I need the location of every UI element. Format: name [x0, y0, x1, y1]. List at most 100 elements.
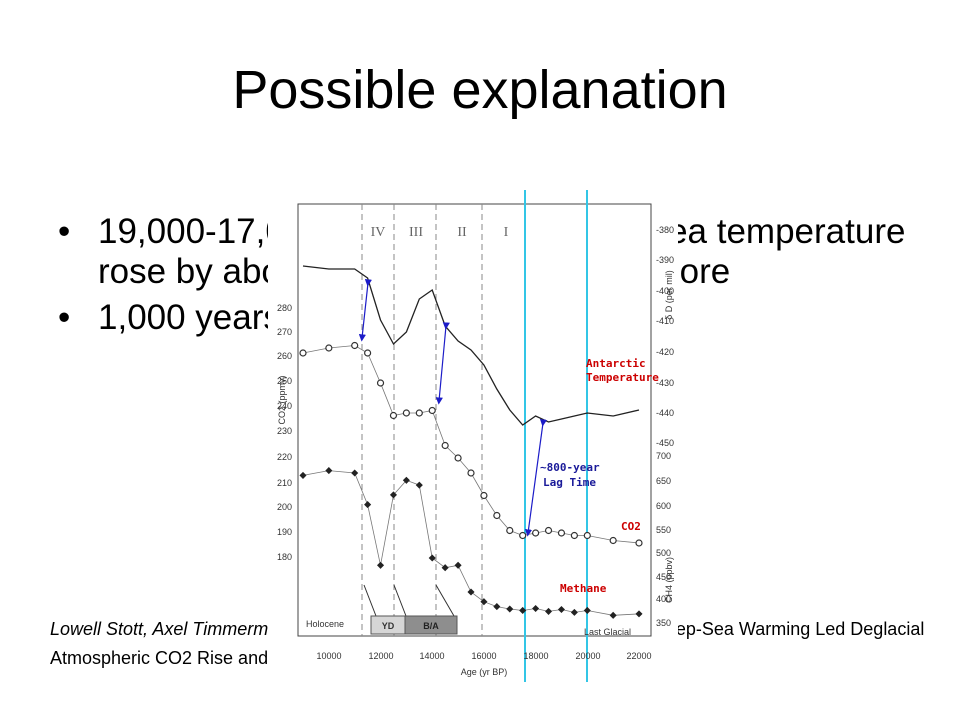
methane-point: [364, 501, 372, 509]
x-tick: 20000: [575, 651, 600, 661]
right-tick: -420: [656, 347, 674, 357]
right-axis-label-bottom: CH4 (ppbv): [664, 557, 674, 603]
period-label-iii: III: [409, 225, 423, 240]
label-last-glacial: Last Glacial: [584, 627, 631, 637]
label-temperature: Temperature: [586, 371, 659, 384]
left-tick: 190: [277, 527, 292, 537]
left-tick: 260: [277, 351, 292, 361]
methane-point: [299, 471, 307, 479]
period-label-ii: II: [457, 225, 467, 240]
slide-title: Possible explanation: [232, 60, 728, 120]
methane-point: [545, 607, 553, 615]
right-tick: -440: [656, 408, 674, 418]
label-yd: YD: [382, 621, 395, 631]
right-tick: -430: [656, 378, 674, 388]
co2-point: [480, 491, 488, 500]
right-tick: -400: [656, 286, 674, 296]
series-line-temperature: [302, 265, 640, 426]
left-tick: 270: [277, 327, 292, 337]
co2-point: [583, 531, 591, 540]
lag-arrow: [524, 418, 548, 537]
methane-point: [454, 561, 462, 569]
co2-point: [389, 411, 398, 420]
methane-point: [635, 610, 643, 618]
right-tick: 550: [656, 525, 671, 535]
period-label-i: I: [504, 225, 509, 240]
left-tick: 280: [277, 303, 292, 313]
right-tick: 500: [656, 548, 671, 558]
methane-point: [557, 605, 565, 614]
left-tick: 220: [277, 452, 292, 462]
co2-point: [441, 441, 449, 450]
ice-core-figure: IV III II I 280 270 260 250 240 230 220 …: [268, 190, 678, 682]
methane-point: [532, 604, 540, 613]
label-lag-1: ~800-year: [540, 461, 600, 474]
left-tick: 180: [277, 552, 292, 562]
co2-point: [493, 511, 501, 520]
label-methane: Methane: [560, 582, 607, 595]
methane-point: [506, 605, 514, 613]
co2-point: [415, 409, 423, 417]
period-label-iv: IV: [371, 225, 386, 240]
co2-point: [519, 531, 527, 540]
lag-arrow: [358, 279, 372, 342]
label-holocene: Holocene: [306, 619, 344, 629]
co2-point: [609, 536, 617, 545]
left-tick: 210: [277, 478, 292, 488]
methane-point: [441, 564, 449, 572]
left-tick: 230: [277, 426, 292, 436]
right-tick: -380: [656, 225, 674, 235]
methane-point: [480, 598, 488, 606]
co2-point: [454, 454, 462, 462]
right-axis-label-top: δ D (per mil): [664, 270, 674, 320]
x-axis: 10000 12000 14000 16000 18000 20000 2200…: [316, 651, 651, 661]
right-axis-top: -380 -390 -400 -410 -420 -430 -440 -450: [656, 225, 674, 448]
co2-point: [467, 469, 475, 477]
co2-point: [351, 341, 359, 350]
figure-background: [268, 190, 678, 682]
x-tick: 10000: [316, 651, 341, 661]
x-tick: 14000: [419, 651, 444, 661]
methane-point: [377, 561, 385, 569]
methane-point: [428, 554, 436, 562]
co2-point: [570, 531, 578, 540]
left-tick: 200: [277, 502, 292, 512]
right-tick: 400: [656, 594, 671, 604]
methane-point: [519, 606, 527, 614]
x-tick: 18000: [523, 651, 548, 661]
label-antarctic: Antarctic: [586, 357, 646, 370]
methane-point: [415, 481, 423, 489]
co2-point: [557, 529, 566, 537]
right-tick: 700: [656, 451, 671, 461]
methane-point: [583, 606, 591, 614]
right-tick: 650: [656, 476, 671, 486]
methane-point: [325, 467, 333, 475]
co2-point: [402, 409, 410, 417]
co2-point: [635, 539, 643, 547]
co2-point: [532, 529, 540, 537]
methane-point: [402, 476, 410, 484]
methane-point: [389, 491, 397, 499]
right-tick: 600: [656, 501, 671, 511]
label-ba: B/A: [423, 621, 439, 631]
methane-point: [351, 469, 359, 477]
co2-point: [299, 349, 307, 357]
right-tick: 350: [656, 618, 671, 628]
x-tick: 22000: [626, 651, 651, 661]
co2-point: [506, 526, 514, 535]
label-co2: CO2: [621, 520, 641, 533]
x-tick: 16000: [471, 651, 496, 661]
left-tick: 240: [277, 401, 292, 411]
co2-point: [544, 526, 553, 535]
co2-point: [376, 379, 385, 387]
right-axis-bottom: 700 650 600 550 500 450 400 350: [656, 451, 671, 628]
label-lag-2: Lag Time: [543, 476, 596, 489]
lag-arrow: [435, 322, 450, 405]
left-axis: 280 270 260 250 240 230 220 210 200 190 …: [277, 303, 292, 562]
right-tick: -450: [656, 438, 674, 448]
x-tick: 12000: [368, 651, 393, 661]
right-tick: -390: [656, 255, 674, 265]
co2-point: [325, 344, 333, 352]
left-tick: 250: [277, 376, 292, 386]
plot-frame: [297, 203, 652, 637]
